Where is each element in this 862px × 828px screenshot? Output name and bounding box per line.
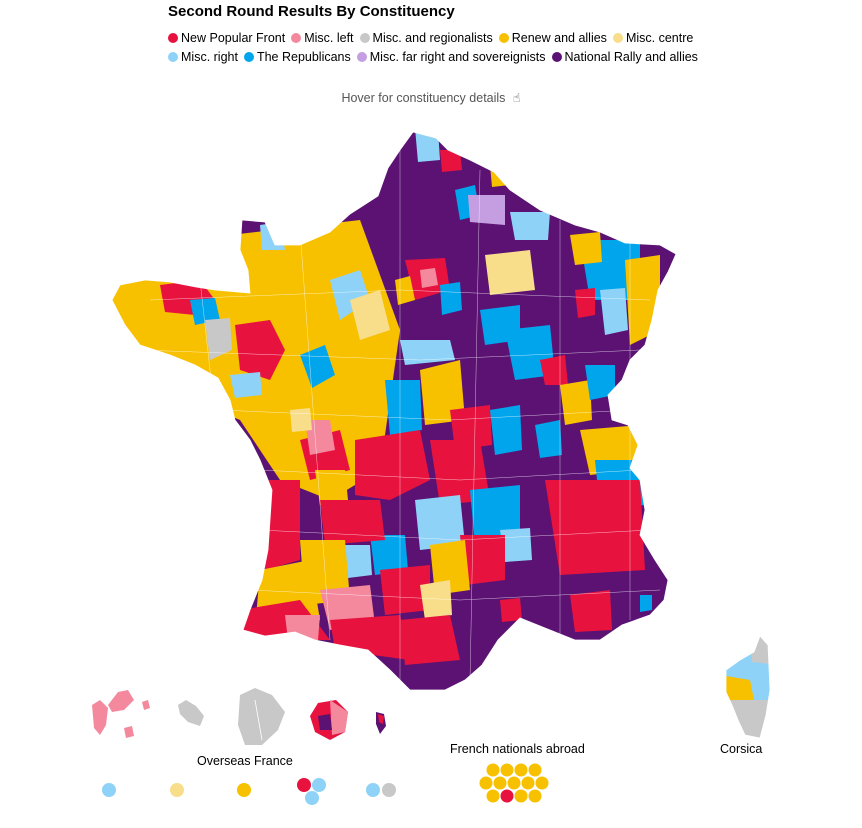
- abroad-dot-renew[interactable]: [514, 789, 528, 803]
- legend-label: Misc. right: [181, 50, 238, 64]
- abroad-dot-renew[interactable]: [521, 776, 535, 790]
- legend-label: Misc. centre: [625, 31, 694, 45]
- legend-item-misc_far_right: Misc. far right and sovereignists: [356, 48, 546, 66]
- legend-swatch: [243, 52, 254, 62]
- legend-item-misc_right: Misc. right: [168, 48, 238, 66]
- overseas-dots: [102, 778, 396, 805]
- martinique-map[interactable]: [178, 700, 204, 726]
- legend-item-misc_left: Misc. left: [291, 29, 354, 47]
- overseas-label: Overseas France: [197, 754, 293, 768]
- legend-item-renew: Renew and allies: [498, 29, 607, 47]
- legend-label: New Popular Front: [181, 31, 286, 45]
- overseas-dot-renew[interactable]: [237, 783, 251, 797]
- legend-item-rn: National Rally and allies: [551, 48, 698, 66]
- abroad-dot-renew[interactable]: [514, 763, 528, 777]
- abroad-dot-renew[interactable]: [528, 763, 542, 777]
- abroad-dot-renew[interactable]: [486, 789, 500, 803]
- legend-label: Renew and allies: [511, 31, 607, 45]
- legend-item-republicans: The Republicans: [243, 48, 351, 66]
- abroad-dot-renew[interactable]: [493, 776, 507, 790]
- abroad-dot-nfp[interactable]: [500, 789, 514, 803]
- abroad-dot-renew[interactable]: [500, 763, 514, 777]
- legend-swatch: [168, 33, 178, 43]
- french-guiana-map[interactable]: [238, 688, 285, 745]
- hover-note-text: Hover for constituency details: [341, 91, 506, 105]
- abroad-dot-renew[interactable]: [507, 776, 521, 790]
- mainland-france[interactable]: [100, 120, 690, 700]
- abroad-label: French nationals abroad: [450, 742, 585, 756]
- overseas-dot-misc_right[interactable]: [305, 791, 319, 805]
- legend-swatch: [359, 33, 370, 43]
- legend-label: National Rally and allies: [564, 50, 698, 64]
- legend-label: Misc. far right and sovereignists: [369, 50, 546, 64]
- pointer-hand-icon: ☝: [512, 91, 521, 105]
- legend-label: Misc. and regionalists: [372, 31, 493, 45]
- overseas-dot-misc_right[interactable]: [366, 783, 380, 797]
- mayotte-map[interactable]: [376, 712, 386, 734]
- legend-label: The Republicans: [256, 50, 351, 64]
- legend-swatch: [498, 33, 509, 43]
- abroad-dots: [479, 763, 549, 803]
- legend-swatch: [168, 52, 178, 62]
- legend-item-misc_regional: Misc. and regionalists: [359, 29, 493, 47]
- abroad-dot-renew[interactable]: [535, 776, 549, 790]
- abroad-dot-renew[interactable]: [479, 776, 493, 790]
- overseas-dot-misc_regional[interactable]: [382, 783, 396, 797]
- legend-swatch: [356, 52, 367, 62]
- overseas-dot-misc_right[interactable]: [312, 778, 326, 792]
- map-title: Second Round Results By Constituency: [168, 3, 455, 20]
- overseas-dot-misc_centre[interactable]: [170, 783, 184, 797]
- corsica-map[interactable]: [720, 630, 780, 745]
- legend-swatch: [612, 33, 623, 43]
- legend-swatch: [551, 52, 562, 62]
- abroad-dot-renew[interactable]: [486, 763, 500, 777]
- guadeloupe-map[interactable]: [92, 690, 150, 738]
- legend: New Popular Front Misc. left Misc. and reg…: [168, 29, 728, 67]
- reunion-map[interactable]: [310, 700, 348, 740]
- hover-note: Hover for constituency details ☝: [0, 90, 862, 105]
- legend-item-nfp: New Popular Front: [168, 29, 285, 47]
- abroad-dot-renew[interactable]: [528, 789, 542, 803]
- overseas-dot-misc_right[interactable]: [102, 783, 116, 797]
- overseas-dot-nfp[interactable]: [297, 778, 311, 792]
- legend-label: Misc. left: [304, 31, 354, 45]
- legend-swatch: [291, 33, 302, 43]
- corsica-label: Corsica: [720, 742, 763, 756]
- legend-item-misc_centre: Misc. centre: [612, 29, 694, 47]
